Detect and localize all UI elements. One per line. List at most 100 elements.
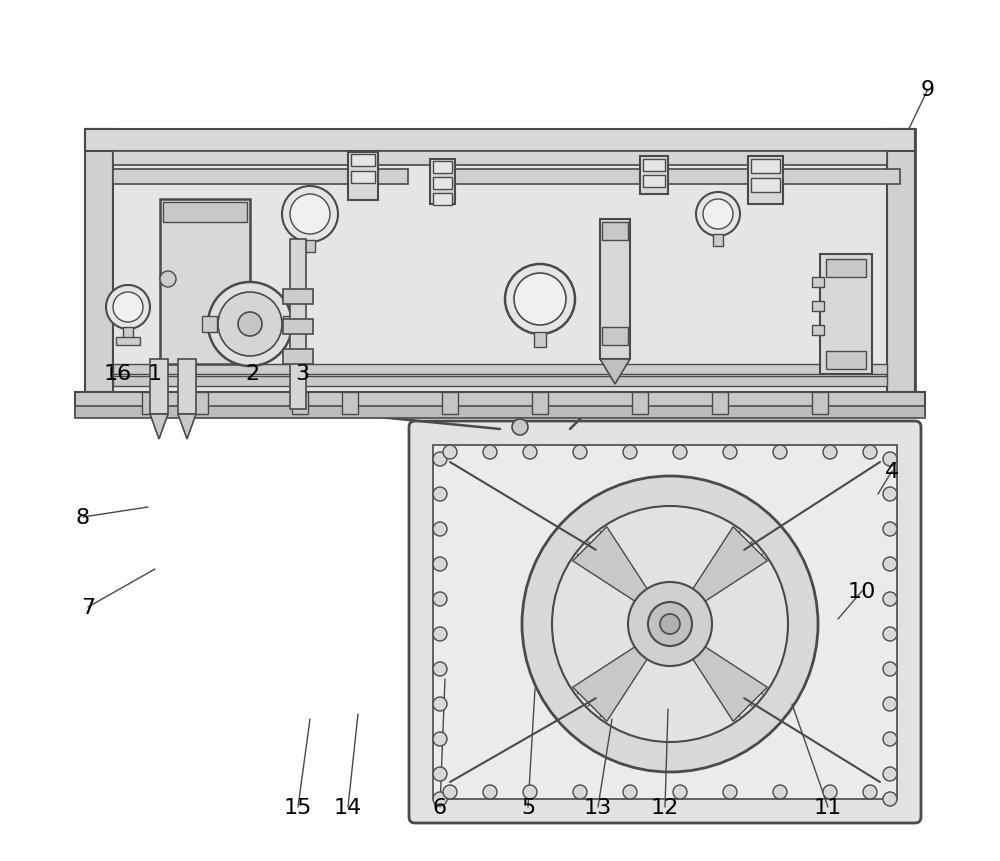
Circle shape <box>282 187 338 243</box>
Polygon shape <box>573 527 647 602</box>
Bar <box>712 393 728 414</box>
Bar <box>283 289 313 305</box>
Bar <box>85 130 915 152</box>
Bar <box>75 393 925 414</box>
Circle shape <box>883 732 897 746</box>
Bar <box>283 350 313 364</box>
Bar <box>113 364 887 375</box>
Bar <box>887 130 915 414</box>
Circle shape <box>723 445 737 460</box>
Circle shape <box>883 487 897 501</box>
Circle shape <box>628 582 712 666</box>
Circle shape <box>106 286 150 330</box>
Circle shape <box>433 453 447 467</box>
Circle shape <box>673 445 687 460</box>
Circle shape <box>883 592 897 606</box>
Text: 7: 7 <box>81 598 95 617</box>
Bar <box>602 223 628 241</box>
Circle shape <box>512 419 528 436</box>
Text: 11: 11 <box>814 797 842 817</box>
Text: 8: 8 <box>76 507 90 528</box>
Circle shape <box>523 445 537 460</box>
Bar <box>433 194 452 206</box>
Bar <box>202 317 217 332</box>
Bar <box>351 172 375 183</box>
Bar <box>290 239 306 410</box>
Bar <box>116 338 140 345</box>
Circle shape <box>773 785 787 799</box>
Circle shape <box>552 506 788 742</box>
Circle shape <box>573 785 587 799</box>
Circle shape <box>483 445 497 460</box>
Bar <box>305 241 315 253</box>
Bar <box>433 162 452 174</box>
Circle shape <box>883 662 897 676</box>
Bar <box>85 130 915 414</box>
Text: 5: 5 <box>521 797 535 817</box>
Bar <box>430 160 455 205</box>
Circle shape <box>883 792 897 806</box>
Polygon shape <box>693 647 767 722</box>
Bar <box>113 376 887 387</box>
Circle shape <box>523 785 537 799</box>
Text: 15: 15 <box>284 797 312 817</box>
Circle shape <box>648 603 692 647</box>
Circle shape <box>723 785 737 799</box>
Circle shape <box>433 557 447 572</box>
Text: 2: 2 <box>245 363 259 383</box>
Bar <box>812 325 824 336</box>
Circle shape <box>883 697 897 711</box>
Bar <box>113 170 408 185</box>
Bar <box>178 360 196 414</box>
Bar <box>283 317 298 332</box>
Bar <box>283 319 313 335</box>
Circle shape <box>823 445 837 460</box>
Bar <box>292 393 308 414</box>
Bar <box>123 328 133 339</box>
Circle shape <box>433 792 447 806</box>
Circle shape <box>514 274 566 325</box>
Circle shape <box>573 445 587 460</box>
Bar <box>534 332 546 348</box>
Circle shape <box>623 445 637 460</box>
Text: 14: 14 <box>334 797 362 817</box>
Bar <box>748 157 783 205</box>
Circle shape <box>433 732 447 746</box>
Bar <box>342 393 358 414</box>
Bar <box>450 170 900 185</box>
Text: 10: 10 <box>848 581 876 601</box>
Polygon shape <box>600 360 630 385</box>
Circle shape <box>883 523 897 536</box>
Circle shape <box>522 476 818 772</box>
Bar <box>600 220 630 360</box>
Bar <box>150 360 168 414</box>
Circle shape <box>113 293 143 323</box>
Polygon shape <box>693 527 767 602</box>
Polygon shape <box>150 414 168 439</box>
Text: 3: 3 <box>295 363 309 383</box>
Circle shape <box>443 785 457 799</box>
Bar <box>433 445 897 799</box>
Bar <box>751 160 780 174</box>
Bar <box>75 406 925 418</box>
Circle shape <box>623 785 637 799</box>
Circle shape <box>883 767 897 781</box>
Polygon shape <box>178 414 196 439</box>
Circle shape <box>443 445 457 460</box>
Circle shape <box>883 557 897 572</box>
Bar <box>640 157 668 195</box>
Bar <box>602 328 628 345</box>
Circle shape <box>433 592 447 606</box>
Bar <box>826 260 866 278</box>
Circle shape <box>673 785 687 799</box>
Circle shape <box>823 785 837 799</box>
Bar <box>812 393 828 414</box>
Circle shape <box>433 523 447 536</box>
Circle shape <box>433 767 447 781</box>
Circle shape <box>433 697 447 711</box>
Text: 9: 9 <box>921 80 935 100</box>
Bar <box>348 152 378 201</box>
Circle shape <box>483 785 497 799</box>
Text: 13: 13 <box>584 797 612 817</box>
Circle shape <box>208 282 292 367</box>
